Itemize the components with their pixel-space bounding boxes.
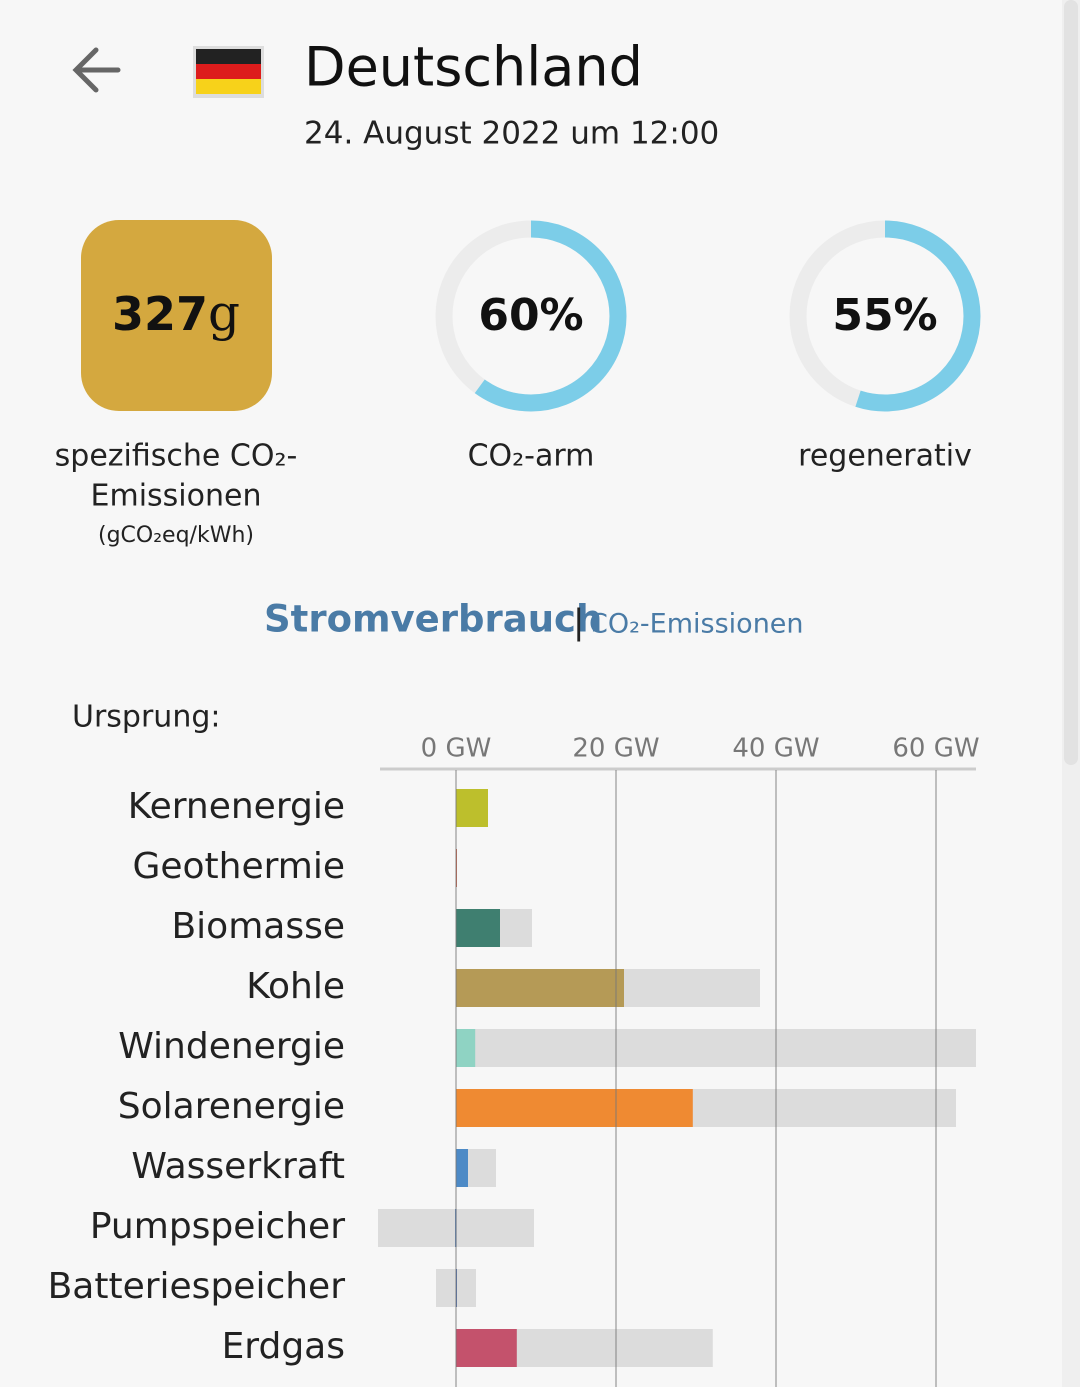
x-tick-label: 20 GW <box>572 734 659 764</box>
category-label: Erdgas <box>222 1326 345 1367</box>
metric-sublabel: (gCO₂eq/kWh) <box>98 523 254 548</box>
bar <box>456 1269 457 1307</box>
bar <box>456 909 500 947</box>
metric-label: Emissionen <box>91 479 262 514</box>
metric-label: spezifische CO₂- <box>55 439 298 474</box>
bar <box>456 849 457 887</box>
donut-value: 55% <box>832 290 937 341</box>
intensity-box <box>81 220 272 411</box>
page-title: Deutschland <box>304 36 643 99</box>
intensity-number: 327 <box>112 287 208 341</box>
category-label: Geothermie <box>132 846 345 887</box>
intensity-unit: g <box>208 284 240 342</box>
metric-label: CO₂-arm <box>468 439 595 474</box>
flag <box>193 46 264 98</box>
bar <box>456 1029 476 1067</box>
capacity-bar <box>456 1029 976 1067</box>
category-label: Kernenergie <box>128 786 345 827</box>
category-label: Wasserkraft <box>131 1146 345 1187</box>
scrollbar-thumb[interactable] <box>1064 0 1078 765</box>
bar <box>456 1329 517 1367</box>
category-label: Biomasse <box>171 906 345 947</box>
tab-active[interactable]: Stromverbrauch <box>264 598 602 641</box>
category-label: Batteriespeicher <box>48 1266 346 1307</box>
chart-title: Ursprung: <box>72 700 220 735</box>
donut-arc <box>789 220 981 412</box>
bar <box>456 1149 468 1187</box>
bar <box>455 1209 457 1247</box>
bar <box>456 789 488 827</box>
x-tick-label: 0 GW <box>421 734 492 764</box>
x-tick-label: 60 GW <box>892 734 979 764</box>
category-label: Solarenergie <box>118 1086 345 1127</box>
bar <box>456 969 624 1007</box>
metric-label: regenerativ <box>798 439 972 474</box>
tab-separator: | <box>573 603 584 643</box>
category-label: Kohle <box>246 966 345 1007</box>
category-label: Windenergie <box>118 1026 345 1067</box>
intensity-value: 327g <box>112 284 240 342</box>
bar <box>456 1089 693 1127</box>
category-label: Pumpspeicher <box>90 1206 345 1247</box>
x-tick-label: 40 GW <box>732 734 819 764</box>
donut-value: 60% <box>478 290 583 341</box>
back-button[interactable] <box>72 47 121 93</box>
donut-arc <box>435 220 627 412</box>
date: 24. August 2022 um 12:00 <box>304 116 719 152</box>
tab[interactable]: CO₂-Emissionen <box>589 609 804 640</box>
